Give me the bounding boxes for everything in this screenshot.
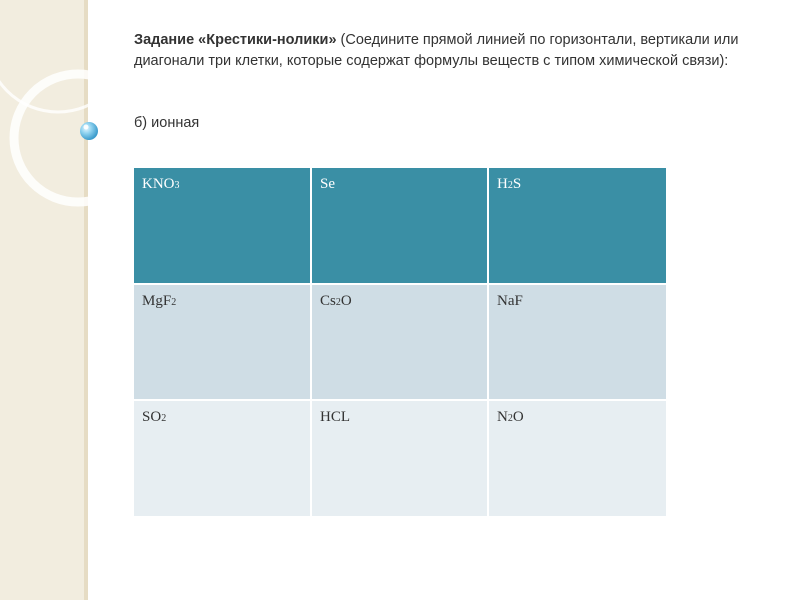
formula-main: H bbox=[497, 176, 508, 192]
grid-cell-r2c2[interactable]: Cs2O bbox=[311, 284, 489, 401]
grid-cell-r1c3[interactable]: H2S bbox=[488, 168, 666, 285]
formula-index: 2 bbox=[335, 297, 341, 308]
formula-tail: O bbox=[340, 293, 352, 309]
grid-cell-r3c3[interactable]: N2O bbox=[488, 400, 666, 516]
formula-main: KNO bbox=[142, 176, 175, 192]
grid-row-3: SO2 HCL N2O bbox=[134, 400, 666, 516]
formula-main: Se bbox=[320, 176, 335, 192]
task-title: Задание «Крестики-нолики» bbox=[134, 32, 337, 48]
grid-cell-r1c2[interactable]: Se bbox=[311, 168, 489, 285]
formula-index: 2 bbox=[507, 180, 513, 191]
formula-main: HCL bbox=[320, 409, 350, 425]
ring-outer bbox=[0, 0, 132, 114]
grid-cell-r2c3[interactable]: NaF bbox=[488, 284, 666, 401]
formula-main: N bbox=[497, 409, 508, 425]
ring-small bbox=[96, 81, 144, 129]
decorative-rings bbox=[0, 0, 147, 207]
grid-cell-r3c2[interactable]: HCL bbox=[311, 400, 489, 516]
formula-index: 2 bbox=[507, 413, 513, 424]
formula-main: MgF bbox=[142, 293, 172, 309]
formula-index: 3 bbox=[174, 180, 180, 191]
grid-row-2: MgF2 Cs2O NaF bbox=[134, 284, 666, 401]
side-band-edge bbox=[84, 0, 88, 600]
grid-cell-r2c1[interactable]: MgF2 bbox=[134, 284, 312, 401]
formula-index: 2 bbox=[171, 297, 177, 308]
bond-type-label: б) ионная bbox=[134, 115, 200, 131]
side-band bbox=[0, 0, 88, 600]
formula-main: Cs bbox=[320, 293, 336, 309]
formula-tail: S bbox=[512, 176, 522, 192]
tic-tac-toe-grid: KNO3 Se H2S MgF2 Cs2O NaF SO2 HCL N2O bbox=[134, 168, 666, 516]
formula-main: NaF bbox=[497, 293, 523, 309]
grid-cell-r3c1[interactable]: SO2 bbox=[134, 400, 312, 516]
task-instruction: (Соедините прямой линией по горизонтали,… bbox=[134, 32, 739, 69]
task-heading: Задание «Крестики-нолики» (Соедините пря… bbox=[134, 30, 744, 72]
grid-row-1: KNO3 Se H2S bbox=[134, 168, 666, 285]
formula-index: 2 bbox=[161, 413, 167, 424]
formula-main: SO bbox=[142, 409, 162, 425]
bubble-icon bbox=[80, 122, 98, 140]
grid-cell-r1c1[interactable]: KNO3 bbox=[134, 168, 312, 285]
formula-tail: O bbox=[512, 409, 524, 425]
ring-large bbox=[9, 69, 147, 207]
